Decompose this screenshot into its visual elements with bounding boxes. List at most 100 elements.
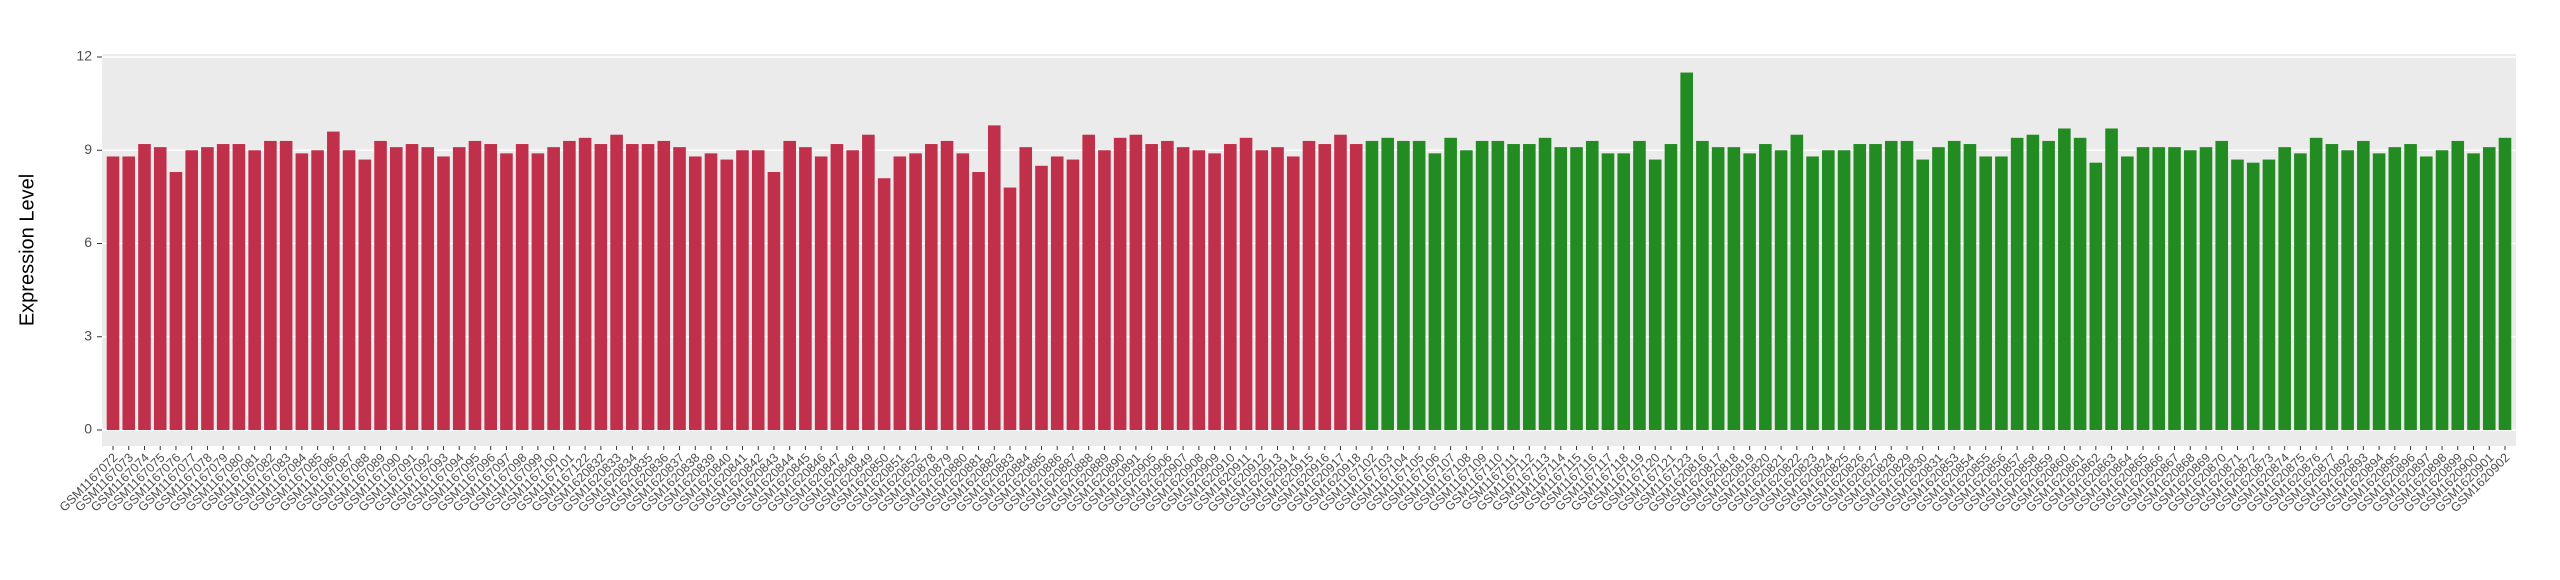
bar <box>2482 147 2496 430</box>
bar <box>2372 153 2386 430</box>
bar <box>1019 147 1033 430</box>
bar <box>531 153 545 430</box>
bar <box>704 153 718 430</box>
bar <box>1727 147 1741 430</box>
bar <box>783 140 796 431</box>
bar <box>2325 144 2339 431</box>
bar <box>484 144 497 431</box>
bar <box>940 140 954 431</box>
bar <box>1743 153 1756 430</box>
bar <box>1648 159 1662 430</box>
bar <box>2404 144 2417 431</box>
bar <box>909 153 922 430</box>
bar <box>1129 134 1143 431</box>
bar <box>1601 153 1615 430</box>
bar <box>1916 159 1930 430</box>
bar <box>1995 156 2008 430</box>
bar <box>216 144 230 431</box>
bar <box>2215 140 2229 431</box>
y-tick-label: 6 <box>84 234 92 250</box>
bar <box>767 172 781 430</box>
bar <box>2231 159 2244 430</box>
bar <box>2278 147 2291 430</box>
bar <box>972 172 985 430</box>
bar <box>2246 162 2260 430</box>
bar <box>720 159 734 430</box>
y-tick-label: 3 <box>84 327 92 343</box>
bar <box>1538 137 1552 431</box>
bar <box>2435 150 2449 430</box>
bar <box>1759 144 1772 431</box>
bar <box>1507 144 1520 431</box>
bar <box>264 140 277 431</box>
bar <box>327 131 340 430</box>
bar <box>2388 147 2402 430</box>
bar <box>374 140 387 431</box>
bar <box>405 144 419 431</box>
bar <box>1271 147 1284 430</box>
bar <box>421 147 435 430</box>
bar <box>1837 150 1851 430</box>
bar <box>1334 134 1347 431</box>
bar <box>987 125 1001 430</box>
bar <box>2026 134 2040 431</box>
bar <box>2073 137 2087 431</box>
bar <box>1570 147 1583 430</box>
bar <box>1365 140 1379 431</box>
bar <box>1869 144 1882 431</box>
y-tick-label: 12 <box>76 48 92 64</box>
bar <box>1853 144 1867 431</box>
bar <box>1381 137 1394 431</box>
bar <box>1585 140 1599 431</box>
bar <box>1255 150 1269 430</box>
bar <box>846 150 859 430</box>
bar <box>578 137 592 431</box>
bar <box>389 147 403 430</box>
bar <box>1963 144 1977 431</box>
bar <box>295 153 309 430</box>
bar <box>1932 147 1945 430</box>
bar <box>626 144 639 431</box>
bar <box>736 150 749 430</box>
bar <box>751 150 765 430</box>
bar <box>1397 140 1410 431</box>
bar <box>1239 137 1253 431</box>
bar <box>925 144 938 431</box>
bar <box>1082 134 1095 431</box>
bar <box>2262 159 2276 430</box>
bar <box>2498 137 2512 431</box>
bar <box>1066 159 1080 430</box>
bar <box>342 150 356 430</box>
bar <box>500 153 513 430</box>
bar <box>452 147 466 430</box>
bar <box>1475 140 1489 431</box>
bar <box>2309 137 2323 431</box>
bar <box>1113 137 1127 431</box>
bar <box>1680 72 1693 431</box>
bar <box>1633 140 1646 431</box>
bar <box>657 140 671 431</box>
bar <box>358 159 372 430</box>
bar <box>1098 150 1111 430</box>
bar <box>2152 147 2166 430</box>
bar <box>830 144 844 431</box>
bar <box>877 178 891 430</box>
bar <box>2341 150 2354 430</box>
bar <box>1318 144 1332 431</box>
bar <box>1176 147 1190 430</box>
bar <box>1884 140 1898 431</box>
bar <box>1806 156 1819 430</box>
bar <box>2467 153 2480 430</box>
bar <box>1192 150 1206 430</box>
bar <box>2058 128 2071 430</box>
bar <box>1460 150 1473 430</box>
bar <box>279 140 293 431</box>
bar <box>2451 140 2465 431</box>
bar <box>1349 144 1363 431</box>
bar <box>1523 144 1536 431</box>
bar <box>1412 140 1426 431</box>
bar <box>1302 140 1316 431</box>
bar <box>1444 137 1457 431</box>
bar <box>1979 156 1992 430</box>
